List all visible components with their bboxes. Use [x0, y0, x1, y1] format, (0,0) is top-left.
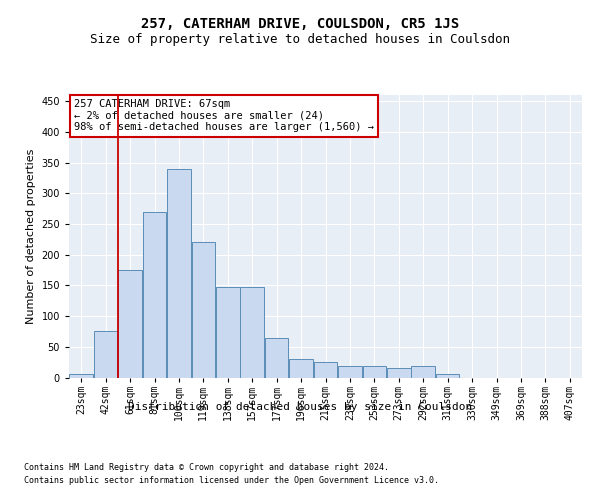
Y-axis label: Number of detached properties: Number of detached properties: [26, 148, 36, 324]
Bar: [362, 366, 386, 378]
Text: Distribution of detached houses by size in Coulsdon: Distribution of detached houses by size …: [128, 402, 472, 412]
Bar: [412, 366, 435, 378]
Bar: [436, 374, 460, 378]
Bar: [94, 332, 118, 378]
Text: 257, CATERHAM DRIVE, COULSDON, CR5 1JS: 257, CATERHAM DRIVE, COULSDON, CR5 1JS: [141, 18, 459, 32]
Bar: [314, 362, 337, 378]
Bar: [167, 168, 191, 378]
Text: Size of property relative to detached houses in Coulsdon: Size of property relative to detached ho…: [90, 32, 510, 46]
Bar: [118, 270, 142, 378]
Text: Contains public sector information licensed under the Open Government Licence v3: Contains public sector information licen…: [24, 476, 439, 485]
Bar: [241, 286, 264, 378]
Bar: [191, 242, 215, 378]
Bar: [289, 359, 313, 378]
Bar: [387, 368, 410, 378]
Bar: [216, 286, 239, 378]
Text: 257 CATERHAM DRIVE: 67sqm
← 2% of detached houses are smaller (24)
98% of semi-d: 257 CATERHAM DRIVE: 67sqm ← 2% of detach…: [74, 99, 374, 132]
Bar: [70, 374, 93, 378]
Text: Contains HM Land Registry data © Crown copyright and database right 2024.: Contains HM Land Registry data © Crown c…: [24, 462, 389, 471]
Bar: [143, 212, 166, 378]
Bar: [338, 366, 362, 378]
Bar: [265, 338, 289, 378]
